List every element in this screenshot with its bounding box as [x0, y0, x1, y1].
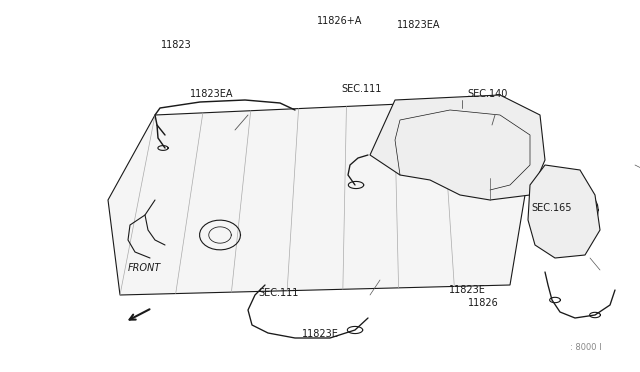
Polygon shape — [370, 95, 545, 200]
Text: FRONT: FRONT — [128, 263, 161, 273]
Text: 11823EA: 11823EA — [190, 89, 234, 99]
Text: 11823EA: 11823EA — [397, 20, 440, 30]
Text: 11823E: 11823E — [449, 285, 486, 295]
Text: 11826+A: 11826+A — [317, 16, 362, 26]
Text: 11823: 11823 — [161, 40, 191, 50]
Text: : 8000 I: : 8000 I — [570, 343, 602, 352]
Text: 11826: 11826 — [468, 298, 499, 308]
Text: SEC.111: SEC.111 — [341, 84, 382, 94]
Text: SEC.165: SEC.165 — [531, 203, 572, 213]
Text: SEC.140: SEC.140 — [467, 89, 508, 99]
Text: 11823E: 11823E — [301, 329, 339, 339]
Polygon shape — [528, 165, 600, 258]
Text: SEC.111: SEC.111 — [258, 288, 299, 298]
Polygon shape — [108, 100, 525, 295]
